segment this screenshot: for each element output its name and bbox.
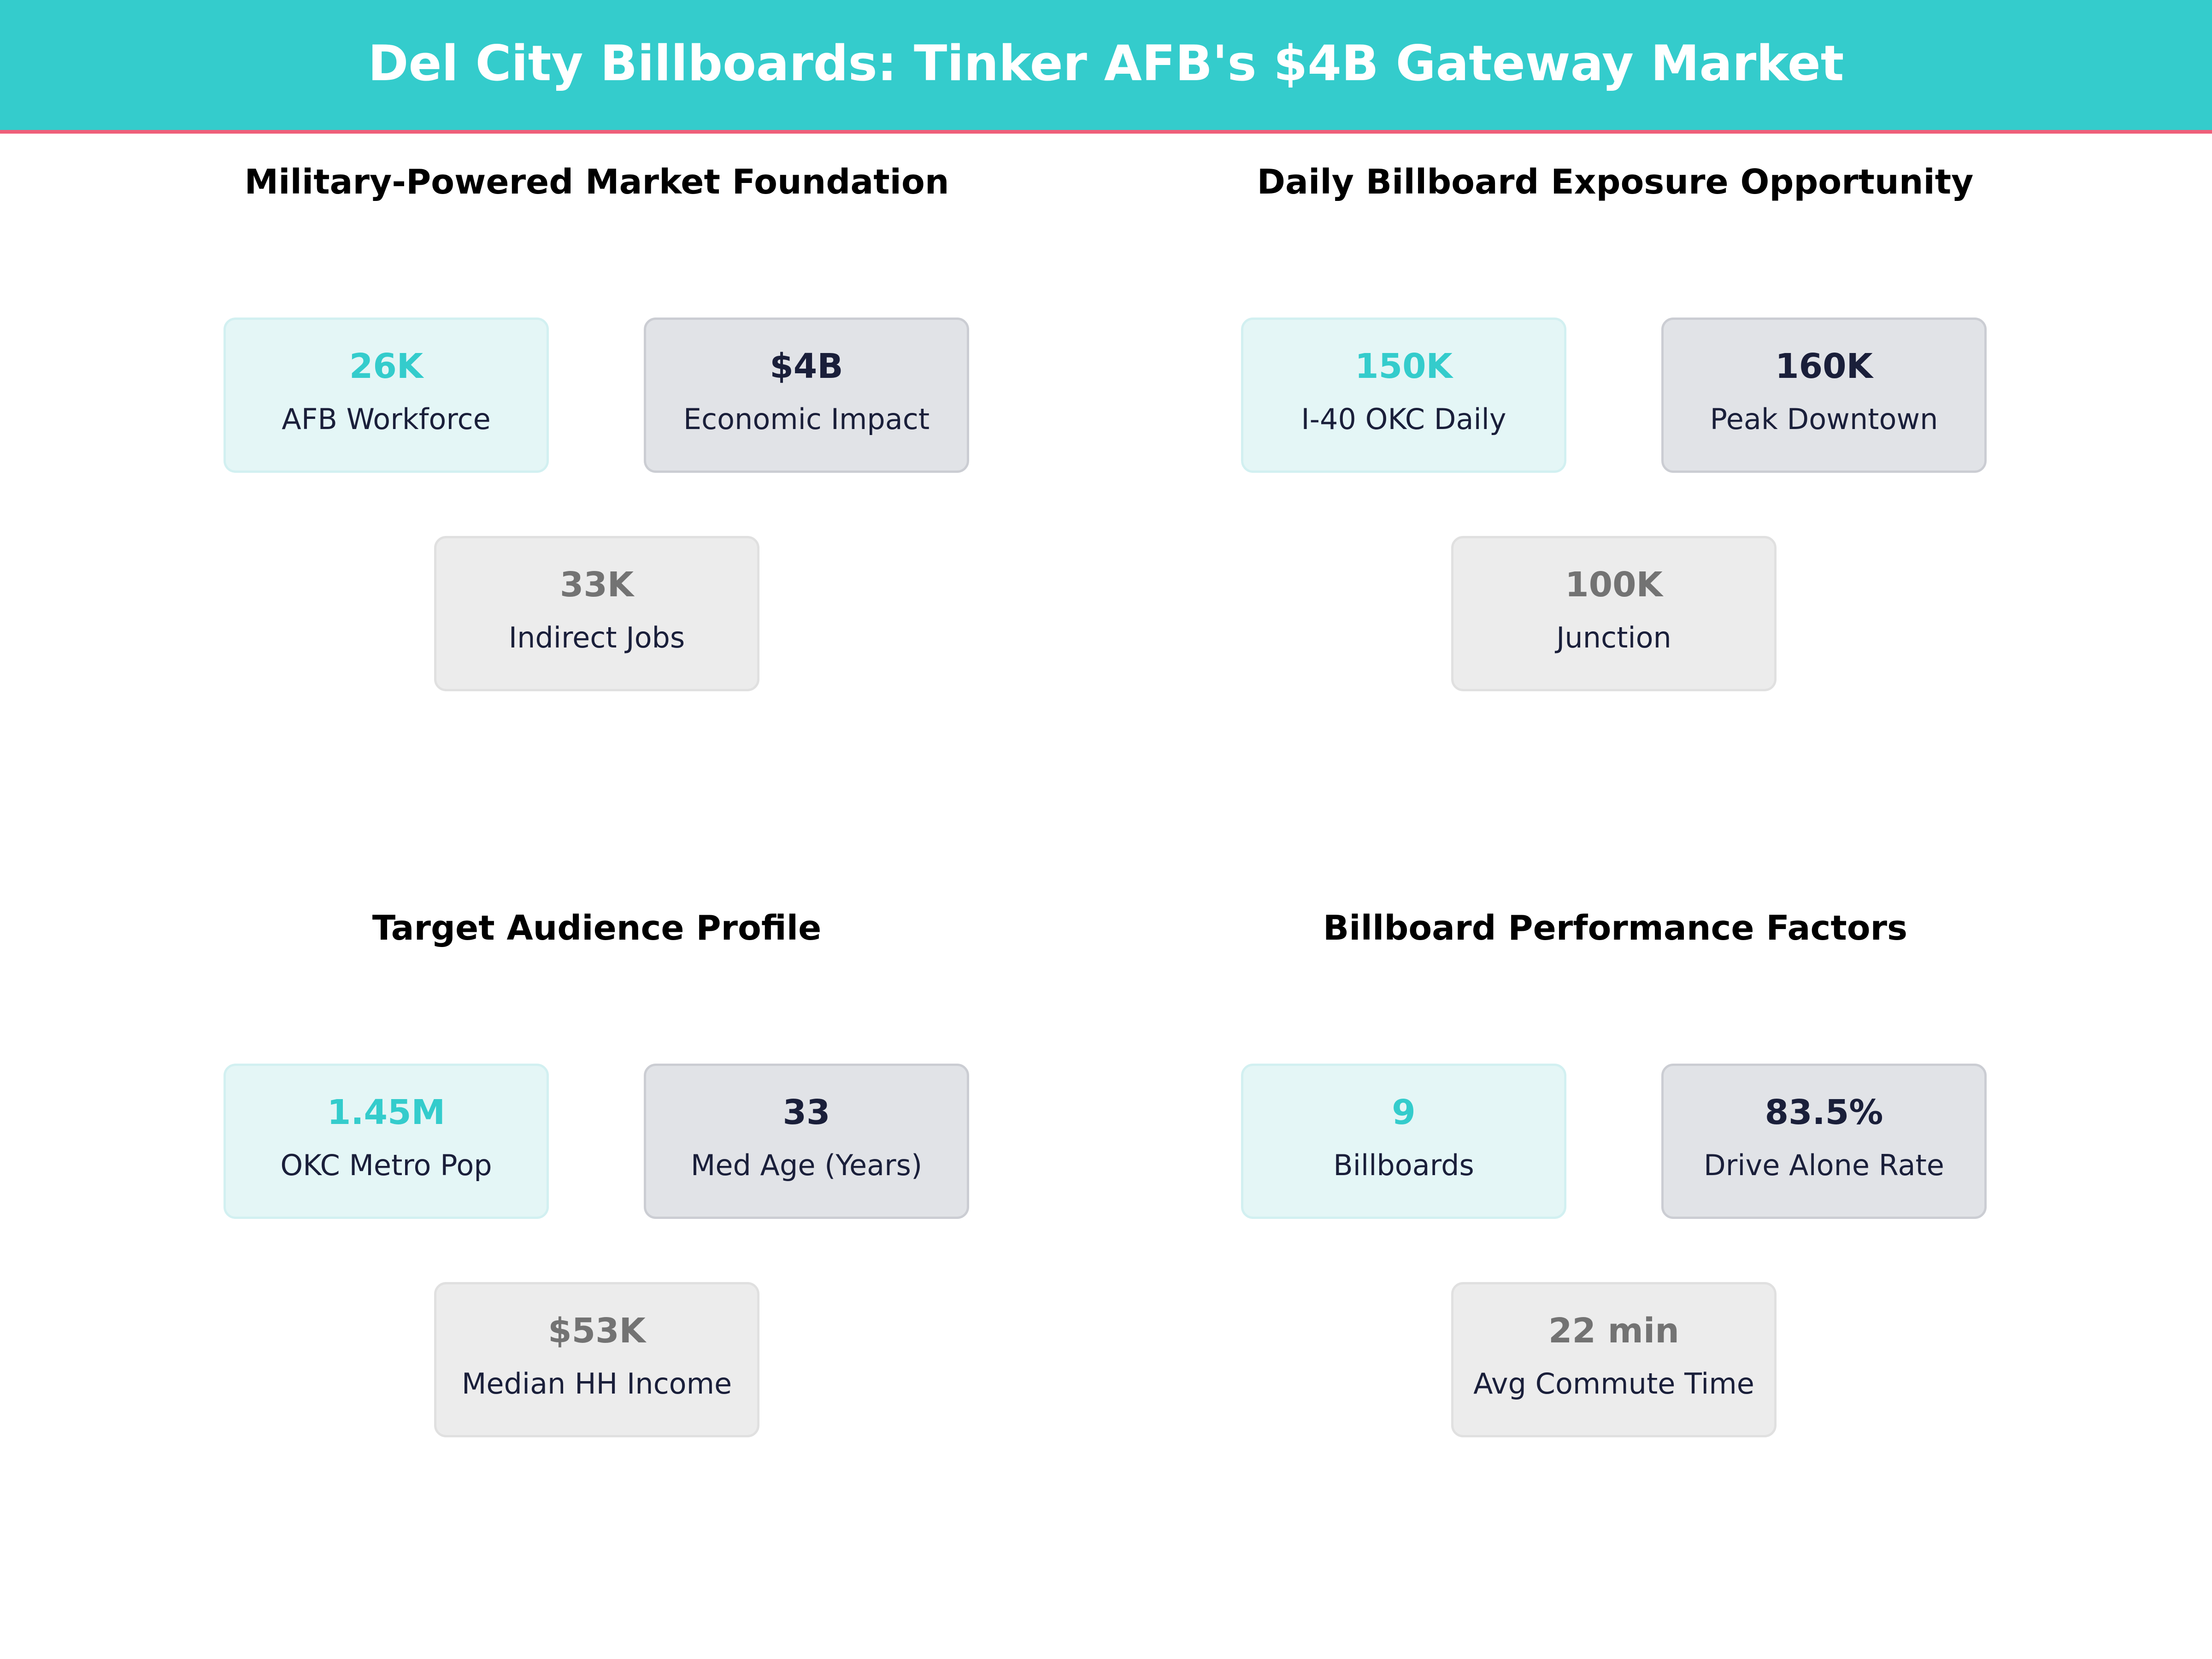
stat-card-indirect-jobs: 33K Indirect Jobs bbox=[434, 536, 759, 691]
stat-card-metro-pop: 1.45M OKC Metro Pop bbox=[224, 1064, 549, 1219]
stat-card-median-age: 33 Med Age (Years) bbox=[644, 1064, 969, 1219]
stat-card-economic-impact: $4B Economic Impact bbox=[644, 318, 969, 473]
stat-label: Junction bbox=[1556, 621, 1671, 654]
stat-label: Median HH Income bbox=[461, 1367, 732, 1400]
header-accent-stripe bbox=[0, 130, 2212, 134]
stat-label: Peak Downtown bbox=[1710, 402, 1938, 436]
stat-label: Avg Commute Time bbox=[1473, 1367, 1754, 1400]
stat-card-commute-time: 22 min Avg Commute Time bbox=[1451, 1282, 1777, 1437]
stat-value: $4B bbox=[770, 347, 843, 386]
stat-value: 22 min bbox=[1548, 1311, 1679, 1351]
stat-label: Drive Alone Rate bbox=[1704, 1148, 1944, 1182]
stat-card-i40-daily: 150K I-40 OKC Daily bbox=[1241, 318, 1566, 473]
stat-card-billboards: 9 Billboards bbox=[1241, 1064, 1566, 1219]
stat-value: 83.5% bbox=[1765, 1093, 1883, 1132]
page-title: Del City Billboards: Tinker AFB's $4B Ga… bbox=[368, 35, 1844, 92]
stat-card-afb-workforce: 26K AFB Workforce bbox=[224, 318, 549, 473]
stat-value: 100K bbox=[1565, 565, 1663, 605]
panel-title-target-audience: Target Audience Profile bbox=[372, 908, 822, 948]
stat-card-junction: 100K Junction bbox=[1451, 536, 1777, 691]
stat-label: OKC Metro Pop bbox=[280, 1148, 492, 1182]
stat-value: 1.45M bbox=[327, 1093, 446, 1132]
panel-title-exposure-opportunity: Daily Billboard Exposure Opportunity bbox=[1257, 162, 1974, 202]
stat-value: 150K bbox=[1355, 347, 1453, 386]
stat-label: Indirect Jobs bbox=[508, 621, 685, 654]
stat-label: Economic Impact bbox=[683, 402, 930, 436]
stat-label: Billboards bbox=[1333, 1148, 1474, 1182]
header-banner bbox=[0, 0, 2212, 130]
stat-label: I-40 OKC Daily bbox=[1301, 402, 1506, 436]
stat-value: 160K bbox=[1775, 347, 1873, 386]
stat-value: 33 bbox=[782, 1093, 830, 1132]
stat-value: 9 bbox=[1392, 1093, 1416, 1132]
stat-card-median-income: $53K Median HH Income bbox=[434, 1282, 759, 1437]
stat-card-drive-alone-rate: 83.5% Drive Alone Rate bbox=[1661, 1064, 1987, 1219]
stat-card-peak-downtown: 160K Peak Downtown bbox=[1661, 318, 1987, 473]
panel-title-performance-factors: Billboard Performance Factors bbox=[1323, 908, 1908, 948]
stat-label: AFB Workforce bbox=[282, 402, 491, 436]
stat-value: 26K bbox=[349, 347, 424, 386]
stat-label: Med Age (Years) bbox=[690, 1148, 923, 1182]
panel-title-market-foundation: Military-Powered Market Foundation bbox=[244, 162, 949, 202]
stat-value: $53K bbox=[548, 1311, 646, 1351]
stat-value: 33K bbox=[559, 565, 634, 605]
